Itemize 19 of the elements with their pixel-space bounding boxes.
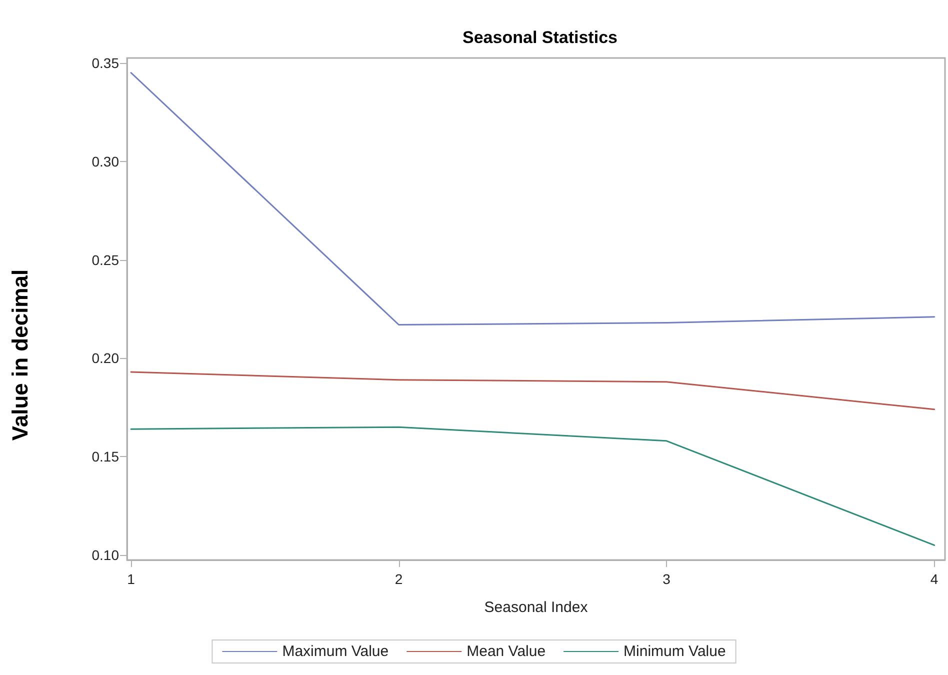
y-tick-label: 0.35 (92, 54, 120, 71)
x-tick-label: 1 (127, 571, 136, 587)
x-axis-title: Seasonal Index (484, 599, 588, 616)
x-tick-label: 3 (662, 571, 671, 587)
legend-label: Minimum Value (624, 643, 726, 660)
legend-label: Mean Value (466, 643, 546, 660)
x-tick-label: 4 (930, 571, 938, 587)
line-series (130, 72, 936, 326)
line-series (130, 426, 936, 546)
y-tick-label: 0.25 (92, 252, 120, 268)
x-tick-label: 2 (394, 571, 403, 587)
y-tick-label: 0.15 (92, 448, 120, 465)
y-tick-label: 0.10 (92, 547, 120, 564)
y-tick-label: 0.20 (92, 350, 120, 366)
line-series (130, 371, 936, 410)
legend-label: Maximum Value (282, 643, 389, 660)
chart-title: Seasonal Statistics (462, 28, 618, 47)
y-axis-title: Value in decimal (8, 269, 32, 441)
y-tick-label: 0.30 (92, 153, 120, 170)
